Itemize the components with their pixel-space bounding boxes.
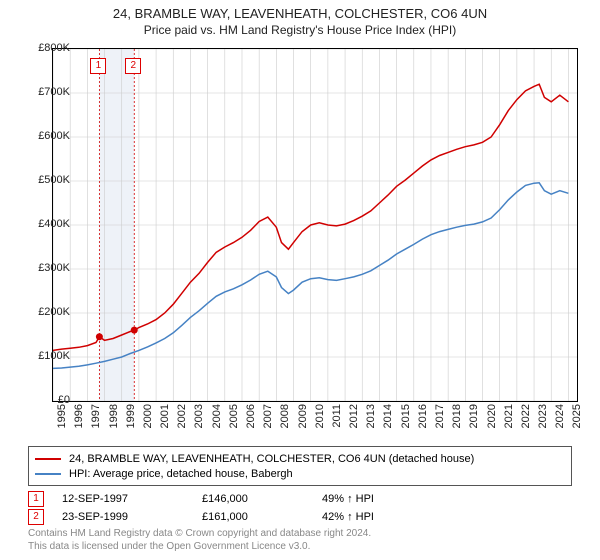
legend-label-1: 24, BRAMBLE WAY, LEAVENHEATH, COLCHESTER…	[69, 453, 474, 465]
x-tick-label: 2004	[211, 404, 223, 444]
x-tick-label: 2002	[176, 404, 188, 444]
x-tick-label: 2001	[159, 404, 171, 444]
footer-line-2: This data is licensed under the Open Gov…	[28, 541, 572, 554]
x-tick-label: 2011	[331, 404, 343, 444]
x-tick-label: 2018	[451, 404, 463, 444]
x-tick-label: 2019	[468, 404, 480, 444]
x-tick-label: 2010	[314, 404, 326, 444]
x-tick-label: 2000	[142, 404, 154, 444]
x-tick-label: 1996	[73, 404, 85, 444]
y-tick-label: £400K	[24, 218, 70, 230]
x-tick-label: 2022	[520, 404, 532, 444]
x-tick-label: 2009	[297, 404, 309, 444]
legend-swatch-2	[35, 473, 61, 475]
y-tick-label: £700K	[24, 86, 70, 98]
legend-row-1: 24, BRAMBLE WAY, LEAVENHEATH, COLCHESTER…	[35, 451, 565, 466]
chart-title-address: 24, BRAMBLE WAY, LEAVENHEATH, COLCHESTER…	[0, 6, 600, 21]
sale-date-2: 23-SEP-1999	[62, 511, 202, 523]
y-tick-label: £300K	[24, 262, 70, 274]
y-tick-label: £100K	[24, 350, 70, 362]
legend-label-2: HPI: Average price, detached house, Babe…	[69, 468, 293, 480]
sale-price-1: £146,000	[202, 493, 322, 505]
x-tick-label: 2025	[571, 404, 583, 444]
event-marker-box: 1	[90, 58, 106, 74]
sale-marker-1: 1	[28, 491, 44, 507]
sale-price-2: £161,000	[202, 511, 322, 523]
x-tick-label: 1997	[90, 404, 102, 444]
y-tick-label: £600K	[24, 130, 70, 142]
sales-list: 1 12-SEP-1997 £146,000 49% ↑ HPI 2 23-SE…	[28, 490, 572, 526]
sale-pct-1: 49% ↑ HPI	[322, 493, 572, 505]
chart-subtitle: Price paid vs. HM Land Registry's House …	[0, 23, 600, 37]
footer-line-1: Contains HM Land Registry data © Crown c…	[28, 528, 572, 541]
sale-pct-2: 42% ↑ HPI	[322, 511, 572, 523]
x-tick-label: 1999	[125, 404, 137, 444]
legend-swatch-1	[35, 458, 61, 460]
x-tick-label: 2014	[382, 404, 394, 444]
y-tick-label: £200K	[24, 306, 70, 318]
attribution-footer: Contains HM Land Registry data © Crown c…	[28, 528, 572, 553]
x-tick-label: 2006	[245, 404, 257, 444]
legend: 24, BRAMBLE WAY, LEAVENHEATH, COLCHESTER…	[28, 446, 572, 486]
y-tick-label: £800K	[24, 42, 70, 54]
x-tick-label: 2017	[434, 404, 446, 444]
x-tick-label: 2012	[348, 404, 360, 444]
x-tick-label: 2003	[193, 404, 205, 444]
sale-row-1: 1 12-SEP-1997 £146,000 49% ↑ HPI	[28, 490, 572, 508]
chart-svg	[53, 49, 577, 401]
x-tick-label: 2016	[417, 404, 429, 444]
sale-marker-2: 2	[28, 509, 44, 525]
x-tick-label: 2024	[554, 404, 566, 444]
legend-row-2: HPI: Average price, detached house, Babe…	[35, 466, 565, 481]
x-tick-label: 2021	[503, 404, 515, 444]
x-tick-label: 2007	[262, 404, 274, 444]
x-tick-label: 2015	[400, 404, 412, 444]
x-tick-label: 2008	[279, 404, 291, 444]
plot-area	[52, 48, 578, 402]
title-block: 24, BRAMBLE WAY, LEAVENHEATH, COLCHESTER…	[0, 0, 600, 39]
x-tick-label: 2023	[537, 404, 549, 444]
x-tick-label: 1995	[56, 404, 68, 444]
sale-date-1: 12-SEP-1997	[62, 493, 202, 505]
sale-row-2: 2 23-SEP-1999 £161,000 42% ↑ HPI	[28, 508, 572, 526]
event-marker-box: 2	[125, 58, 141, 74]
x-tick-label: 1998	[108, 404, 120, 444]
x-tick-label: 2013	[365, 404, 377, 444]
x-tick-label: 2005	[228, 404, 240, 444]
y-tick-label: £500K	[24, 174, 70, 186]
x-tick-label: 2020	[486, 404, 498, 444]
chart-container: 24, BRAMBLE WAY, LEAVENHEATH, COLCHESTER…	[0, 0, 600, 560]
